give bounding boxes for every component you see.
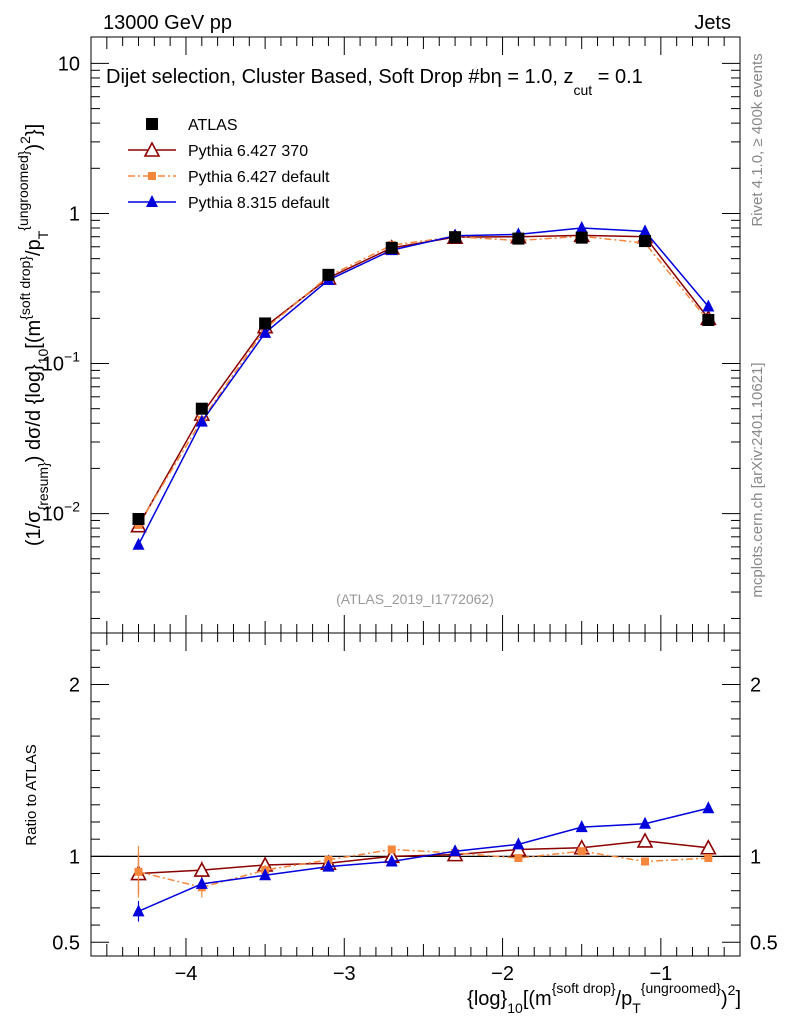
ratio-data-layer [130,801,717,922]
main-point-atlas [385,241,398,254]
main-axis-ticks: 10 1 10−1 10−2 [42,37,741,633]
ratio-point-pythia8 [449,844,462,857]
plot-title-zcut-sub: cut [573,82,592,98]
main-y-tick-label: 10−1 [42,349,80,376]
mcplots-label: mcplots.cern.ch [arXiv:2401.10621] [749,362,766,597]
ratio-point-pythia6_370 [636,832,654,848]
x-tick-label: −1 [649,963,672,985]
main-point-pythia8 [259,325,272,338]
ratio-point-pythia6_default [577,847,586,856]
main-y-tick-label: 1 [69,203,80,225]
ratio-point-pythia8 [512,837,525,850]
ratio-y-tick-label-right: 2 [750,675,761,697]
main-point-pythia8 [195,414,208,427]
plot-title-zcut-value: = 0.1 [592,66,643,88]
ratio-point-pythia6_default [641,857,650,866]
ratio-point-pythia8 [259,868,272,881]
main-point-atlas [132,513,145,526]
x-axis-label: {log}10[(m{soft drop}/pT{ungroomed})2] [467,980,741,1016]
main-point-atlas [575,231,588,244]
ratio-point-pythia6_default [704,854,713,863]
main-data-layer [130,221,717,550]
ratio-point-pythia8 [639,816,652,829]
main-point-pythia8 [639,224,652,237]
ratio-point-pythia8 [322,859,335,872]
plot-title-beta: η = 1.0, z [491,66,574,88]
category-label: Jets [694,12,731,34]
ratio-plot-frame [90,632,741,957]
main-point-atlas [322,268,335,281]
rivet-label: Rivet 4.1.0, ≥ 400k events [749,53,766,226]
ratio-series-line-pythia6_370 [138,840,709,875]
main-point-atlas [449,231,462,244]
main-point-atlas [702,314,715,327]
main-series-line-pythia6_370 [137,234,709,527]
legend-marker-pythia6_370 [143,141,161,157]
main-series-line-pythia8 [137,227,709,546]
plot-title: Dijet selection, Cluster Based, Soft Dro… [106,66,643,98]
x-tick-label: −2 [491,963,514,985]
main-series-line-pythia6_default [137,235,709,526]
legend-label-pythia6_default: Pythia 6.427 default [188,169,330,186]
ratio-point-pythia8 [195,876,208,889]
x-tick-label: −4 [175,963,198,985]
ratio-point-pythia8 [575,820,588,833]
legend-label-pythia8: Pythia 8.315 default [188,195,330,212]
main-y-axis-label: (1/σ{resum}) dσ/d {log}10[(m{soft drop}/… [15,124,51,546]
ratio-point-pythia8 [385,854,398,867]
ratio-y-tick-label-right: 0.5 [750,932,778,954]
legend-label-atlas: ATLAS [188,117,238,134]
legend-marker-pythia8 [146,195,158,207]
ratio-y-tick-label-right: 1 [750,846,761,868]
legend-marker-pythia6_default [148,172,156,180]
ratio-axis-ticks: 2 2 1 1 0.5 0.5 −4 −3 −2 −1 [52,633,778,985]
ratio-point-pythia6_default [387,845,396,854]
main-point-pythia8 [132,537,145,550]
ratio-y-tick-label-left: 2 [69,675,80,697]
ratio-point-pythia6_370 [193,861,211,877]
legend-marker-atlas [146,118,158,130]
ratio-y-tick-label-left: 0.5 [52,932,80,954]
ratio-y-axis-label: Ratio to ATLAS [23,744,40,845]
main-y-tick-label: 10 [58,53,80,75]
x-tick-label: −3 [333,963,356,985]
plot-title-main: Dijet selection, Cluster Based, Soft Dro… [106,66,491,88]
main-point-pythia8 [702,299,715,312]
main-point-atlas [639,235,652,248]
ratio-point-pythia6_default [134,867,143,876]
main-point-atlas [195,402,208,415]
analysis-id-label: (ATLAS_2019_I1772062) [336,591,494,607]
ratio-point-pythia8 [132,904,145,917]
main-point-pythia8 [575,221,588,234]
ratio-y-tick-label-left: 1 [69,846,80,868]
main-y-tick-label: 10−2 [42,499,80,526]
main-point-atlas [259,317,272,330]
ratio-point-pythia8 [702,801,715,814]
legend: ATLAS Pythia 6.427 370 Pythia 6.427 defaul… [128,117,330,212]
energy-label: 13000 GeV pp [103,12,232,34]
main-point-atlas [512,232,525,245]
ratio-series-line-pythia6_default [138,848,709,889]
legend-label-pythia6_370: Pythia 6.427 370 [188,143,308,160]
ratio-point-pythia6_default [514,854,523,863]
ratio-series-line-pythia8 [138,807,709,913]
ratio-point-pythia6_370 [700,839,717,855]
